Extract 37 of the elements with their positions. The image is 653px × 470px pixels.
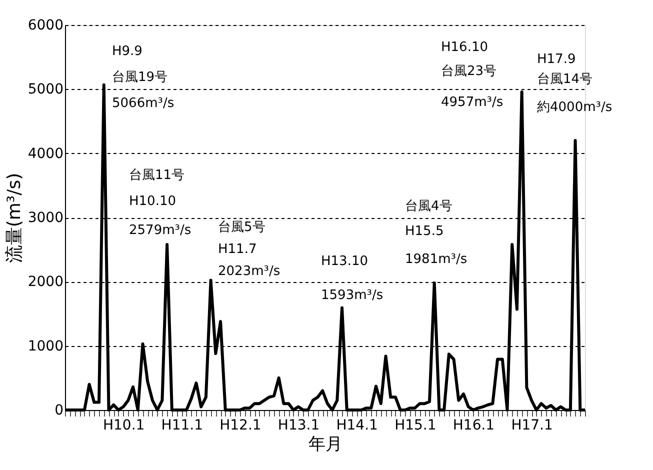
annotation: H15.5 (405, 224, 444, 239)
y-tick-label: 6000 (28, 18, 64, 34)
annotation: H13.10 (321, 254, 368, 269)
x-axis-title: 年月 (308, 434, 342, 454)
y-tick-label: 1000 (28, 338, 64, 354)
annotation: 台風14号 (537, 72, 593, 87)
annotation: 台風4号 (405, 199, 452, 214)
annotation: 台風23号 (441, 64, 497, 79)
annotation: 5066m³/s (112, 96, 174, 111)
annotation: 2579m³/s (129, 223, 192, 238)
x-tick-label: H17.1 (511, 418, 553, 434)
annotation: H10.10 (129, 194, 176, 209)
annotation: H11.7 (218, 242, 257, 257)
annotation: 1593m³/s (321, 288, 384, 303)
annotation: 約4000m³/s (537, 100, 612, 115)
annotation: H9.9 (112, 44, 142, 59)
y-tick-label: 3000 (28, 210, 64, 226)
y-axis-title: 流量(m³/s) (4, 172, 25, 264)
x-tick-label: H11.1 (161, 418, 203, 434)
x-tick-label: H12.1 (220, 418, 262, 434)
y-tick-label: 5000 (28, 82, 64, 98)
y-tick-label: 2000 (28, 274, 64, 290)
annotation: H17.9 (537, 52, 576, 67)
y-tick-label: 4000 (28, 146, 64, 162)
x-tick-label: H14.1 (336, 418, 378, 434)
annotation: 2023m³/s (218, 264, 280, 279)
annotation: 台風19号 (112, 70, 168, 85)
annotation: H16.10 (441, 40, 488, 55)
x-tick-label: H10.1 (102, 418, 145, 434)
annotation: 台風11号 (129, 168, 185, 183)
x-tick-label: H16.1 (452, 418, 495, 434)
annotation: 台風5号 (218, 220, 266, 235)
annotation: 1981m³/s (405, 252, 468, 267)
annotation: 4957m³/s (441, 95, 504, 110)
y-tick-label: 0 (54, 402, 64, 418)
x-tick-label: H13.1 (278, 418, 320, 434)
x-tick-label: H15.1 (394, 418, 436, 434)
